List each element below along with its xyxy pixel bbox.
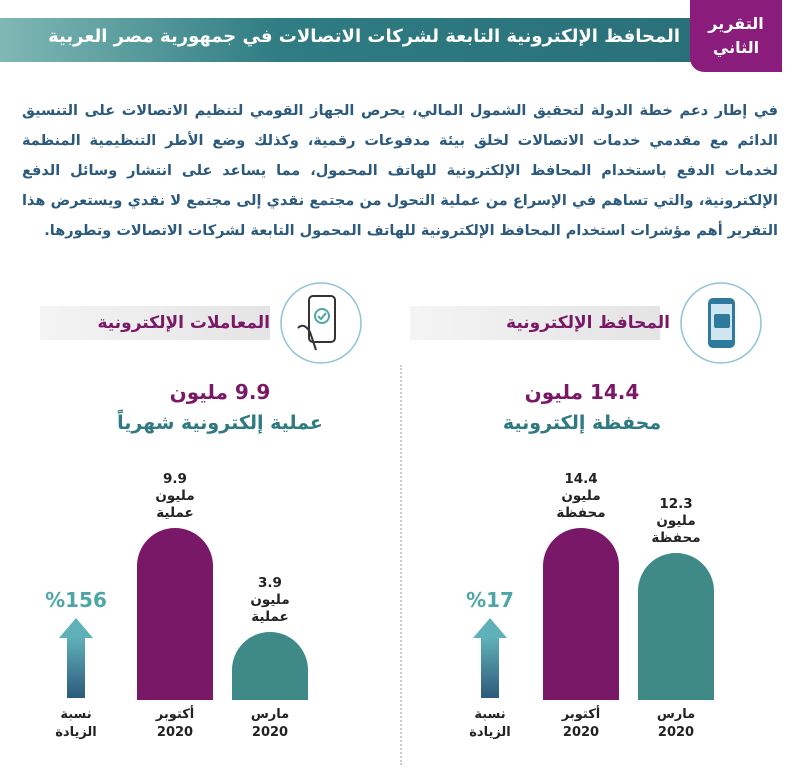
header-bar: [0, 18, 700, 62]
report-badge: التقرير الثاني: [690, 0, 782, 72]
growth-caption: نسبة الزيادة: [55, 707, 97, 740]
section-title: المحافظ الإلكترونية: [506, 313, 670, 333]
category-label: مارس 2020: [656, 707, 696, 740]
category-label: مارس 2020: [250, 707, 290, 740]
growth-arrow-shaft: [67, 638, 85, 698]
badge-line: الثاني: [712, 38, 760, 57]
bar: [137, 528, 213, 700]
subtitle: محفظة إلكترونية: [502, 412, 662, 434]
growth-label: %17: [466, 588, 514, 612]
growth-arrow-shaft: [481, 638, 499, 698]
growth-caption: نسبة الزيادة: [469, 707, 511, 740]
value-label: 14.4 مليون محفظة: [556, 471, 606, 521]
headline: 14.4 مليون: [524, 380, 640, 404]
wallet-icon: [680, 282, 762, 364]
growth-label: %156: [45, 588, 107, 612]
category-label: أكتوبر 2020: [561, 707, 601, 740]
growth-arrow: [59, 618, 93, 638]
transaction-icon: [280, 282, 362, 364]
bar: [638, 553, 714, 700]
intro-paragraph: في إطار دعم خطة الدولة لتحقيق الشمول الم…: [22, 103, 778, 239]
value-label: 9.9 مليون عملية: [155, 471, 195, 521]
header-title: المحافظ الإلكترونية التابعة لشركات الاتص…: [48, 26, 680, 47]
badge-line: التقرير: [708, 14, 764, 33]
bar: [543, 528, 619, 700]
growth-arrow: [473, 618, 507, 638]
band: [40, 306, 270, 340]
category-label: أكتوبر 2020: [155, 707, 195, 740]
subtitle: عملية إلكترونية شهرياً: [117, 412, 323, 434]
headline: 9.9 مليون: [169, 380, 271, 404]
bar: [232, 632, 308, 700]
divider: [400, 365, 402, 765]
value-label: 3.9 مليون عملية: [250, 575, 290, 626]
value-label: 12.3 مليون محفظة: [651, 496, 701, 547]
band: [410, 306, 660, 340]
section-title: المعاملات الإلكترونية: [97, 313, 271, 333]
